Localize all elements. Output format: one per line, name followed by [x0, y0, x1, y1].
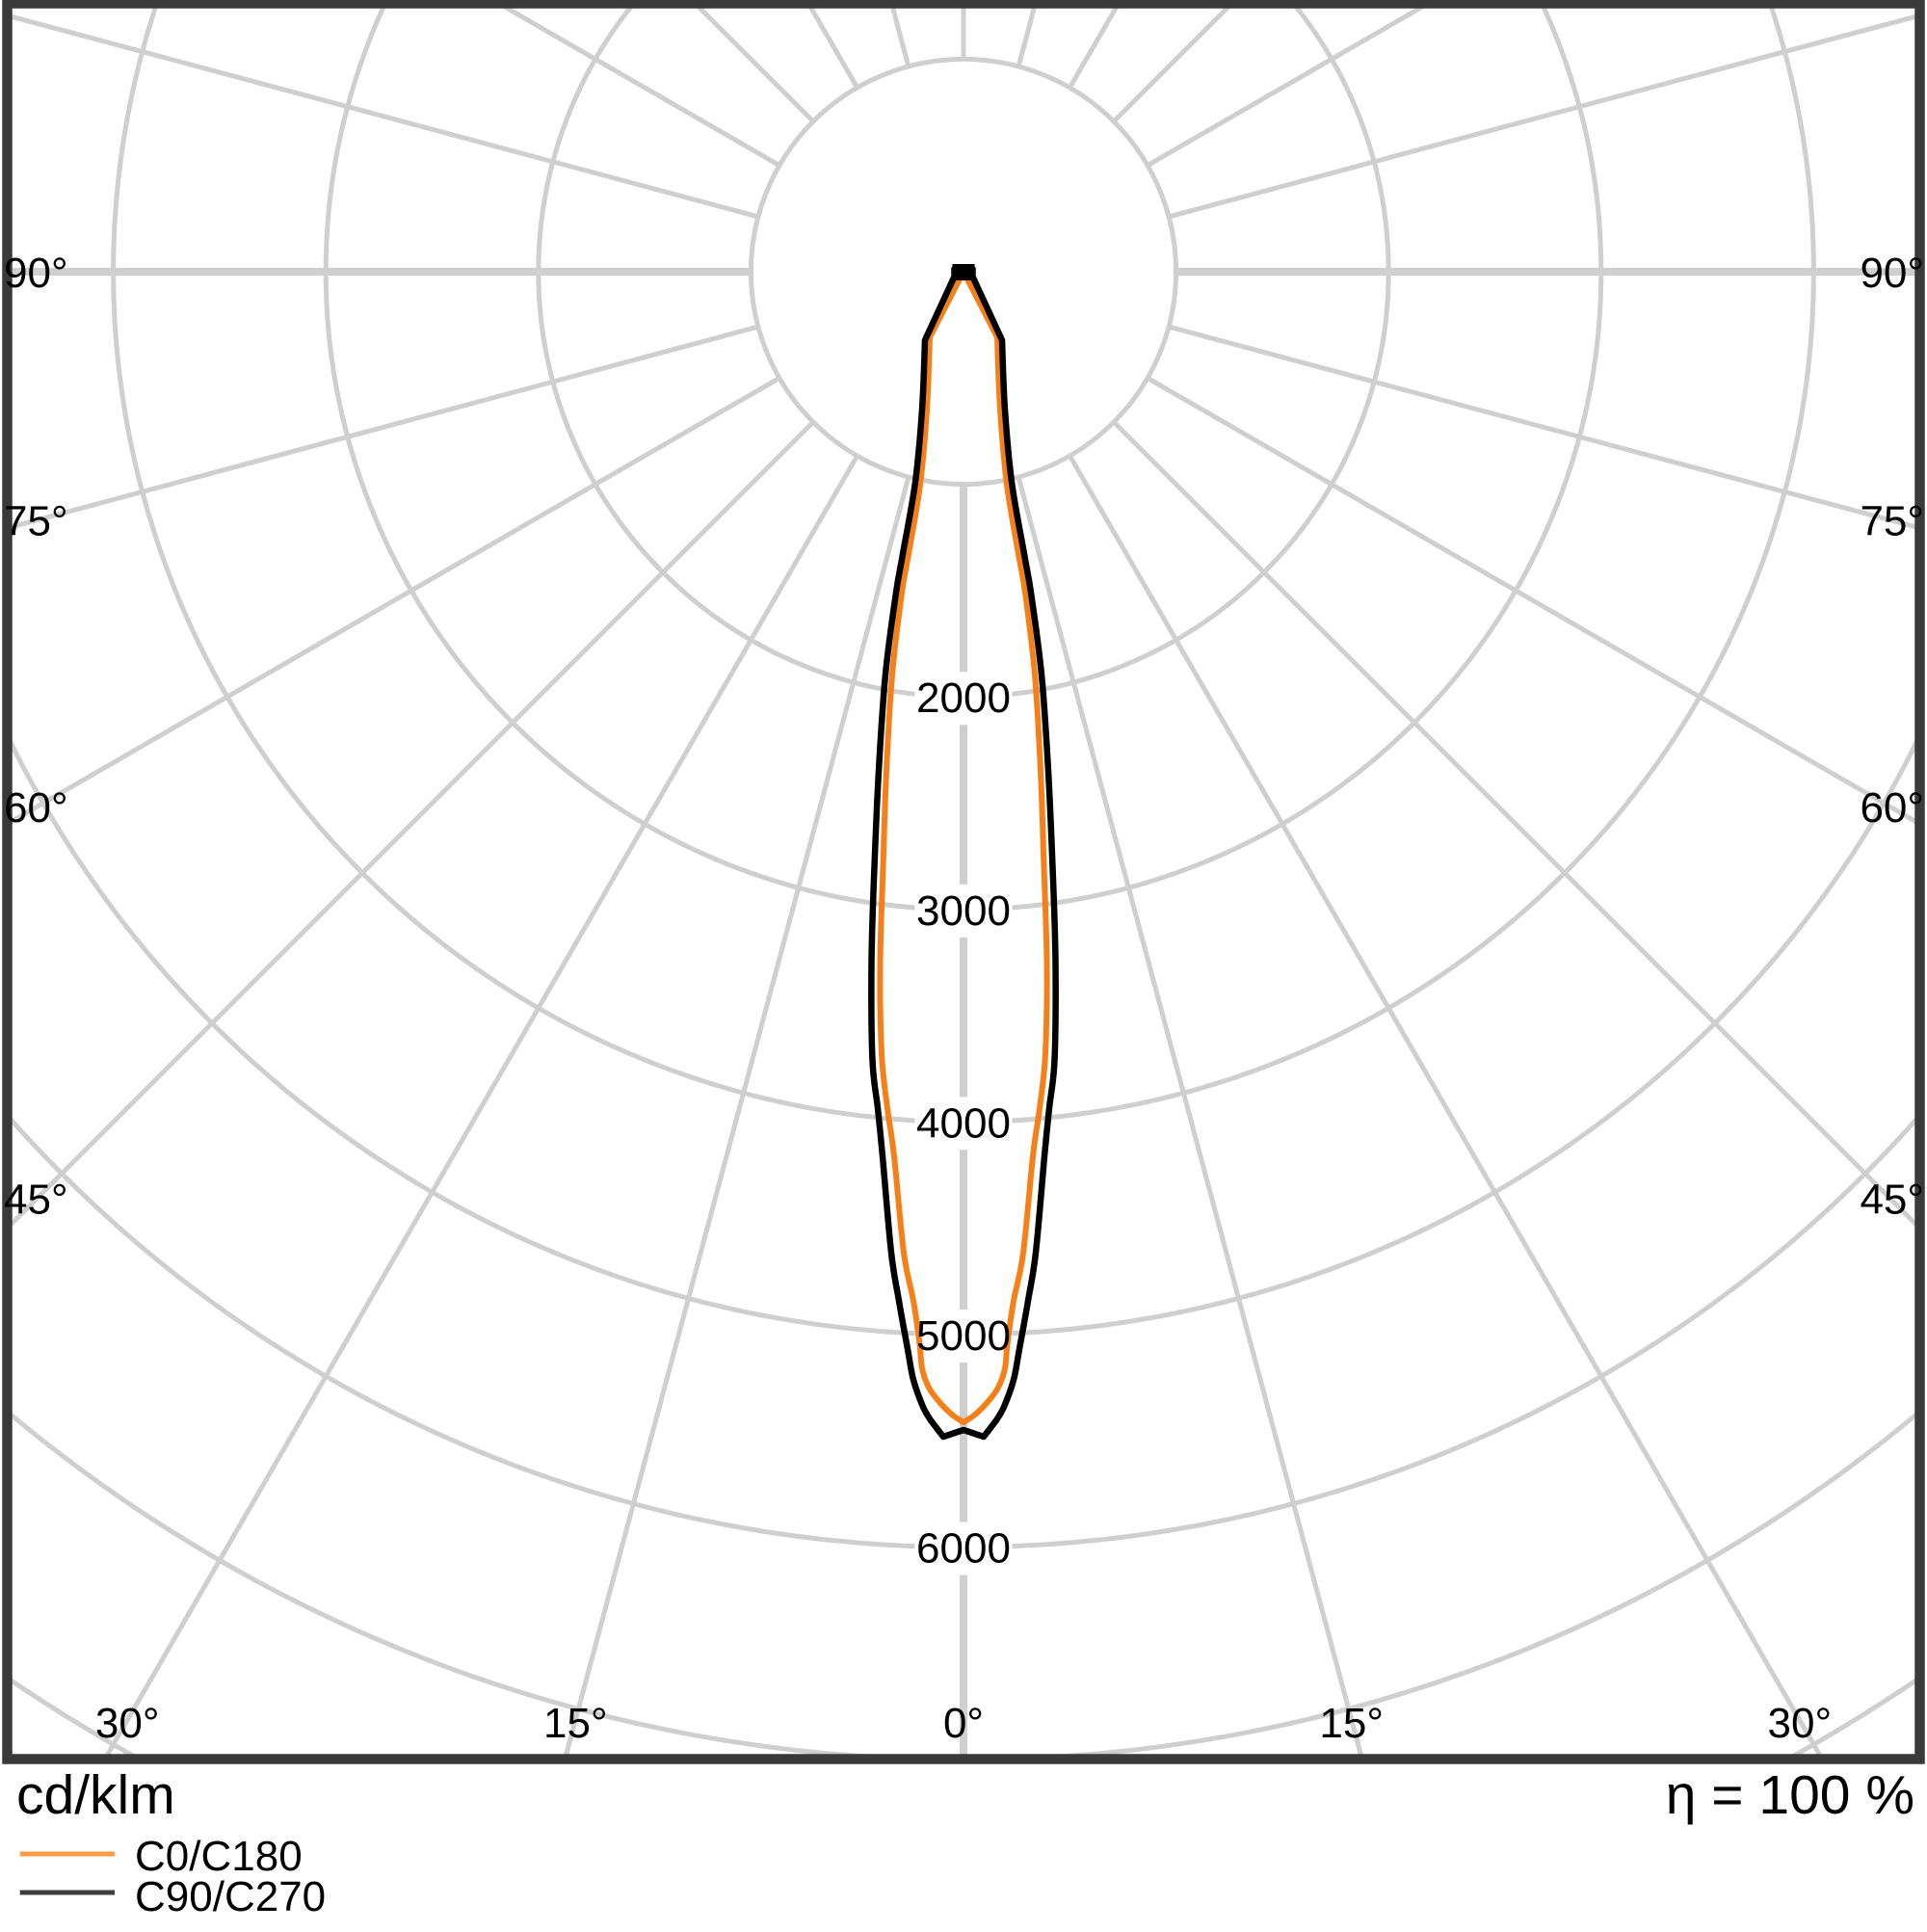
svg-text:30°: 30° [1768, 1700, 1833, 1747]
svg-text:15°: 15° [543, 1700, 608, 1747]
svg-text:90°: 90° [4, 250, 68, 297]
svg-text:75°: 75° [4, 498, 68, 545]
svg-text:5000: 5000 [916, 1312, 1011, 1360]
svg-text:2000: 2000 [916, 675, 1011, 722]
svg-text:C0/C180: C0/C180 [135, 1833, 303, 1880]
svg-text:3000: 3000 [916, 887, 1011, 935]
svg-text:60°: 60° [1860, 784, 1924, 832]
svg-text:cd/klm: cd/klm [16, 1764, 175, 1826]
svg-text:15°: 15° [1319, 1700, 1384, 1747]
svg-text:4000: 4000 [916, 1099, 1011, 1147]
svg-text:45°: 45° [1860, 1177, 1924, 1224]
svg-text:6000: 6000 [916, 1525, 1011, 1573]
svg-text:C90/C270: C90/C270 [135, 1873, 326, 1920]
svg-text:0°: 0° [943, 1700, 984, 1747]
svg-text:60°: 60° [4, 784, 68, 832]
svg-text:75°: 75° [1860, 498, 1924, 545]
svg-text:η = 100 %: η = 100 % [1666, 1764, 1914, 1826]
svg-text:30°: 30° [95, 1700, 160, 1747]
svg-text:45°: 45° [4, 1177, 68, 1224]
svg-text:90°: 90° [1860, 250, 1924, 297]
